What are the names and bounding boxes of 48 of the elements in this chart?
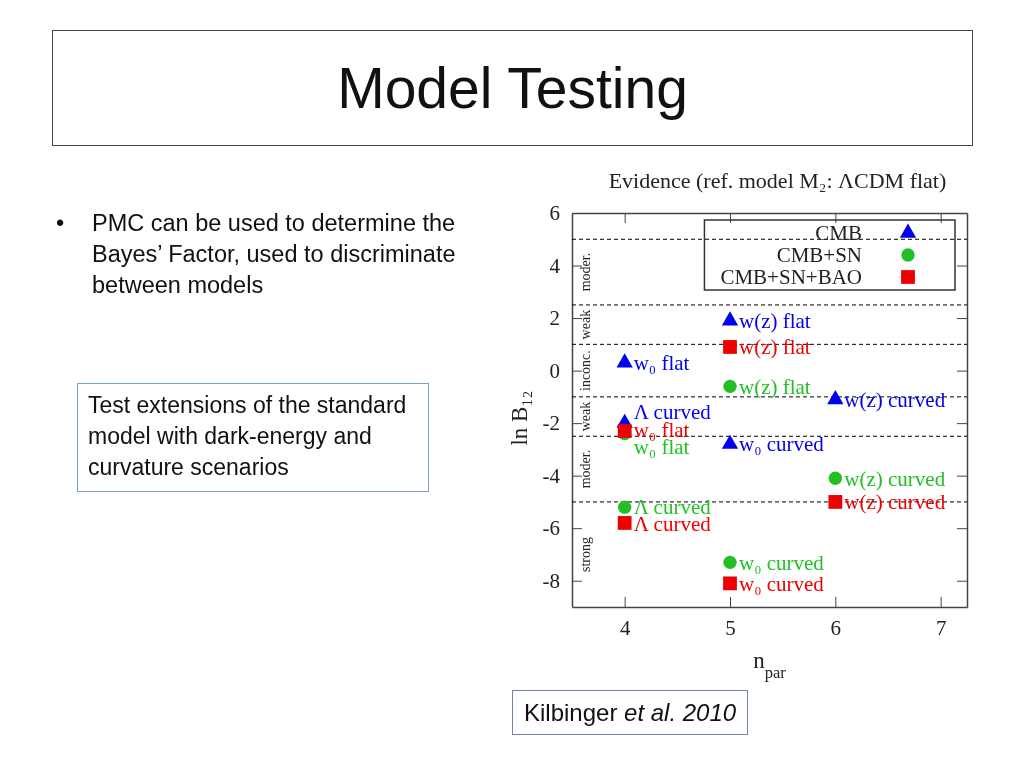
y-tick-label: 6: [549, 201, 560, 226]
data-label: w(z) flat: [739, 374, 811, 399]
data-label: w(z) flat: [739, 335, 811, 360]
x-tick-label: 5: [725, 615, 736, 640]
text: Test extensions of the standard model with dark-energy and curvature scenarios: [77, 383, 429, 492]
y-tick-label: -8: [542, 568, 560, 593]
point: [723, 555, 737, 570]
x-axis-title: n$_{par}$: [753, 648, 787, 682]
chart-title: Model Testing: [52, 30, 973, 146]
point: [828, 495, 843, 509]
legend-label: CMB+SN: [776, 243, 862, 268]
data-label: w(z) curved: [844, 387, 946, 412]
annotation: strong: [577, 536, 593, 572]
x-tick-label: 6: [830, 615, 842, 640]
point: [617, 500, 632, 514]
y-tick-label: -2: [542, 411, 560, 436]
legend-label: CMB: [815, 221, 862, 246]
x-tick-label: 7: [935, 615, 947, 640]
annotation: inconc.: [577, 350, 593, 392]
point: [616, 353, 633, 368]
point: [827, 390, 844, 405]
point: [721, 434, 739, 449]
y-tick-label: 0: [549, 358, 560, 383]
annotation: moder.: [577, 449, 593, 489]
y-tick-label: -4: [542, 463, 561, 488]
annotation: weak: [577, 401, 593, 432]
data-label: w(z) curved: [844, 490, 946, 515]
y-tick-label: -6: [542, 516, 560, 541]
text: • PMC can be used to determine the Bayes’ Factor, used to discriminate between models: [55, 209, 456, 298]
point: [723, 576, 737, 591]
data-label: w(z) flat: [739, 309, 811, 334]
point: [617, 516, 632, 530]
legend-label: CMB+SN+BAO: [720, 265, 862, 290]
x-tick-label: 4: [619, 615, 631, 640]
y-tick-label: 4: [549, 253, 561, 278]
text: Kilbinger et al. 2010: [524, 699, 737, 726]
data-label: w₀ curved: [739, 432, 825, 457]
chart-subtitle: Evidence (ref. model M₂: ΛCDM flat): [608, 168, 947, 193]
data-label: w(z) curved: [844, 466, 946, 491]
annotation: moder.: [577, 252, 593, 292]
point: [828, 471, 843, 485]
y-axis-title: ln B₁₂: [507, 390, 532, 446]
point: [721, 311, 739, 326]
annotation: weak: [577, 309, 593, 340]
data-label: w₀ flat: [633, 351, 690, 376]
point: [723, 340, 737, 354]
y-tick-label: 2: [549, 306, 560, 331]
point: [723, 379, 737, 394]
